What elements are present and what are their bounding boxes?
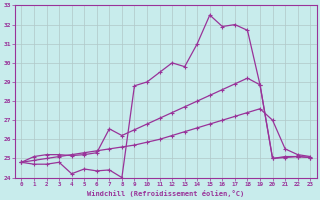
X-axis label: Windchill (Refroidissement éolien,°C): Windchill (Refroidissement éolien,°C) — [87, 190, 244, 197]
